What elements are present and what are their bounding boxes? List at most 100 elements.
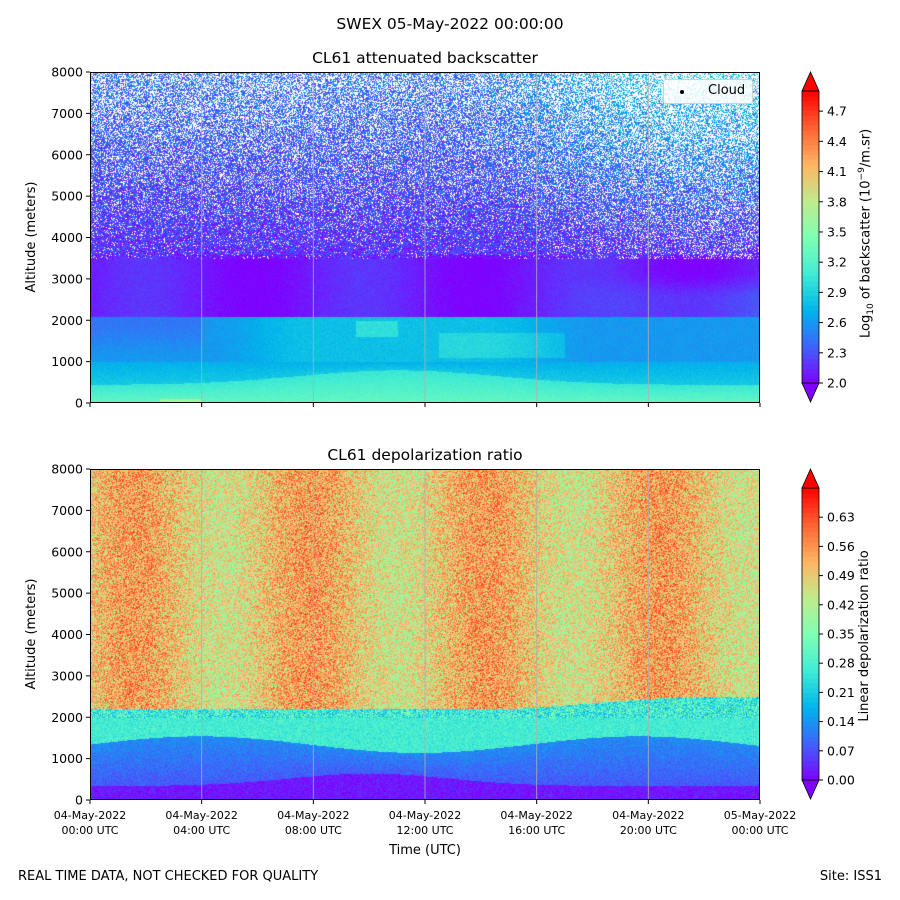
colorbar-segment <box>802 125 819 131</box>
colorbar-tick-label: 3.5 <box>827 224 847 239</box>
x-tick-time-label: 08:00 UTC <box>285 824 342 837</box>
colorbar-segment <box>802 692 819 698</box>
colorbar-segment <box>802 575 819 582</box>
colorbar-segment <box>802 663 819 669</box>
colorbar-tick-label: 3.8 <box>827 194 847 209</box>
colorbar-segment <box>802 580 819 586</box>
colorbar-segment <box>802 522 819 528</box>
colorbar-tick-label: 2.6 <box>827 315 847 330</box>
colorbar-segment <box>802 736 819 742</box>
x-tick-time-label: 20:00 UTC <box>620 824 677 837</box>
colorbar-extend-max <box>801 468 820 489</box>
x-axis-label: Time (UTC) <box>389 843 461 858</box>
colorbar-segment <box>802 634 819 640</box>
colorbar-segment <box>802 590 819 596</box>
colorbar-segment <box>802 711 819 718</box>
colorbar-segment <box>802 290 819 296</box>
colorbar-segment <box>802 129 819 136</box>
site-label: Site: ISS1 <box>819 869 882 884</box>
colorbar-segment <box>802 202 819 209</box>
y-tick-label: 2000 <box>51 313 83 328</box>
colorbar-segment <box>802 173 819 180</box>
colorbar-segment <box>802 682 819 689</box>
colorbar-segment <box>802 100 819 107</box>
colorbar-segment <box>802 241 819 248</box>
backscatter-colorbar-label: Log10 of backscatter (10−9/m.sr) <box>857 128 876 338</box>
colorbar-segment <box>802 198 819 204</box>
colorbar-segment <box>802 551 819 557</box>
cloud-marker-icon <box>680 90 684 94</box>
depolarization-panel-title: CL61 depolarization ratio <box>327 446 523 464</box>
colorbar-segment <box>802 168 819 175</box>
y-tick-label: 0 <box>75 793 83 808</box>
colorbar-segment <box>802 570 819 577</box>
colorbar-segment <box>802 373 819 379</box>
colorbar-segment <box>802 512 819 518</box>
colorbar-segment <box>802 653 819 659</box>
colorbar-segment <box>802 164 819 170</box>
y-tick-label: 6000 <box>51 147 83 162</box>
x-tick-date-label: 04-May-2022 <box>612 809 684 822</box>
colorbar-segment <box>802 120 819 126</box>
colorbar-segment <box>802 193 819 199</box>
x-tick-date-label: 04-May-2022 <box>277 809 349 822</box>
colorbar-segment <box>802 697 819 703</box>
x-tick-time-label: 16:00 UTC <box>508 824 565 837</box>
backscatter-panel-title: CL61 attenuated backscatter <box>312 49 538 67</box>
colorbar-segment <box>802 672 819 679</box>
colorbar-segment <box>802 624 819 630</box>
colorbar-segment <box>802 324 819 331</box>
colorbar-segment <box>802 232 819 238</box>
colorbar-segment <box>802 517 819 523</box>
x-tick-date-label: 04-May-2022 <box>500 809 572 822</box>
colorbar-tick-label: 3.2 <box>827 255 847 270</box>
colorbar-segment <box>802 750 819 757</box>
colorbar-segment <box>802 531 819 538</box>
colorbar-segment <box>802 95 819 102</box>
colorbar-segment <box>802 183 819 189</box>
colorbar-segment <box>802 115 819 121</box>
colorbar-segment <box>802 105 819 112</box>
x-tick-date-label: 05-May-2022 <box>724 809 796 822</box>
colorbar-segment <box>802 339 819 345</box>
colorbar-segment <box>802 629 819 635</box>
colorbar-segment <box>802 344 819 350</box>
colorbar-segment <box>802 741 819 747</box>
colorbar-segment <box>802 492 819 499</box>
x-tick-date-label: 04-May-2022 <box>54 809 126 822</box>
colorbar-segment <box>802 536 819 543</box>
colorbar-segment <box>802 144 819 150</box>
colorbar-tick-label: 0.14 <box>827 714 855 729</box>
colorbar-segment <box>802 677 819 684</box>
colorbar-segment <box>802 261 819 267</box>
colorbar-tick-label: 0.56 <box>827 539 855 554</box>
colorbar-segment <box>802 599 819 606</box>
depolarization-y-axis-label: Altitude (meters) <box>24 578 39 690</box>
y-tick-label: 8000 <box>51 462 83 477</box>
colorbar-segment <box>802 188 819 194</box>
colorbar-tick-label: 0.21 <box>827 685 855 700</box>
colorbar-segment <box>802 110 819 116</box>
colorbar-segment <box>802 614 819 620</box>
colorbar-tick-label: 0.49 <box>827 568 855 583</box>
colorbar-segment <box>802 212 819 219</box>
cloud-legend-label: Cloud <box>708 83 746 98</box>
y-tick-label: 1000 <box>51 354 83 369</box>
colorbar-segment <box>802 246 819 253</box>
colorbar-segment <box>802 609 819 616</box>
colorbar-segment <box>802 207 819 214</box>
colorbar-segment <box>802 760 819 766</box>
colorbar-segment <box>802 329 819 335</box>
colorbar-segment <box>802 726 819 732</box>
depolarization-colorbar-label: Linear depolarization ratio <box>857 550 872 722</box>
colorbar-segment <box>802 638 819 645</box>
y-tick-label: 8000 <box>51 65 83 80</box>
y-tick-label: 0 <box>75 396 83 411</box>
colorbar-segment <box>802 334 819 340</box>
colorbar-segment <box>802 305 819 311</box>
colorbar-segment <box>802 227 819 233</box>
colorbar-frame <box>801 90 820 384</box>
figure-title: SWEX 05-May-2022 00:00:00 <box>336 15 564 33</box>
colorbar-segment <box>802 134 819 141</box>
